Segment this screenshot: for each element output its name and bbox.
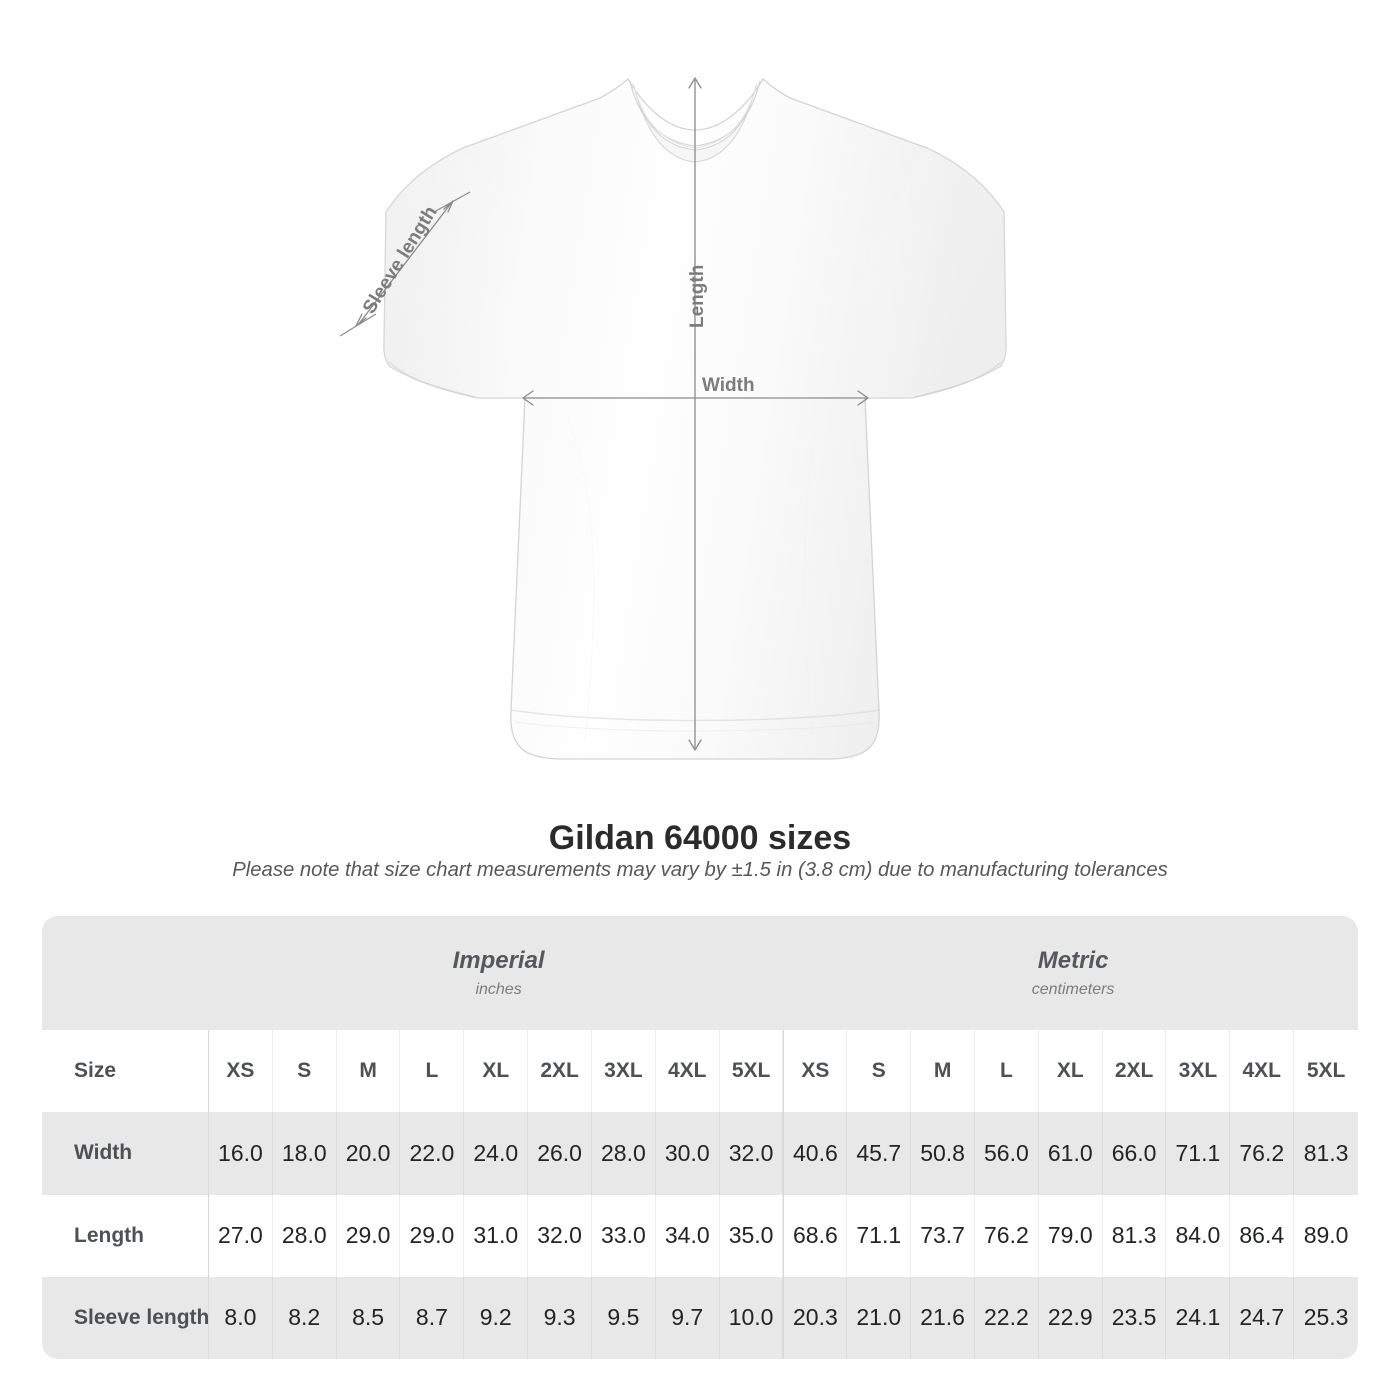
svg-text:Length: Length [687,265,708,328]
svg-text:Width: Width [702,375,755,396]
